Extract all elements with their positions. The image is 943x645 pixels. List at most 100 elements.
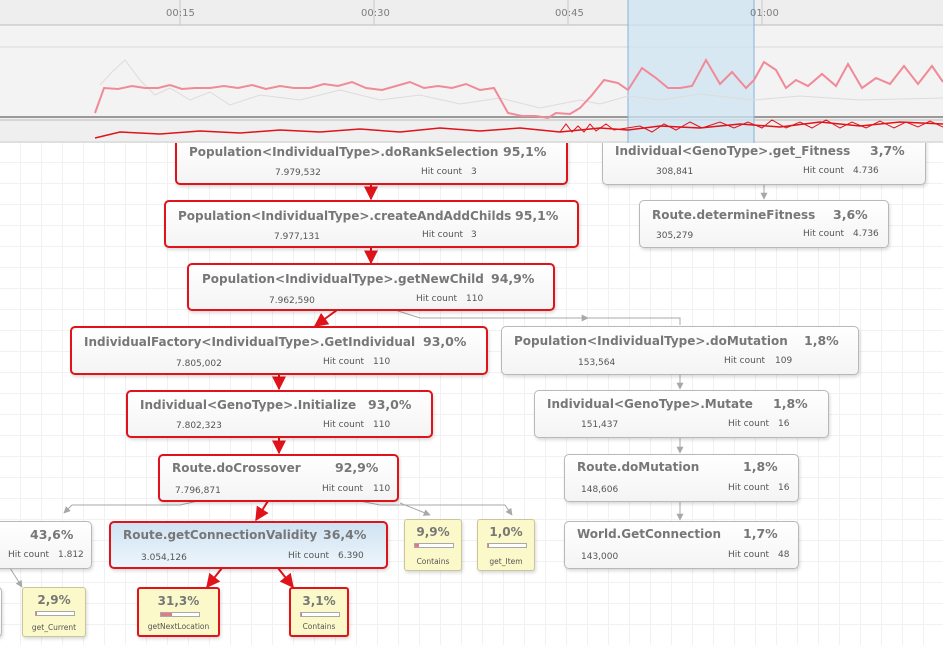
node-hit-label: Hit count: [416, 294, 458, 304]
tick-label-15: 00:15: [166, 8, 195, 19]
leaf-contains-bottom[interactable]: 3,1% Contains: [289, 587, 349, 637]
node-name: Route.getConnectionValidity: [123, 528, 318, 542]
node-percent: 3,6%: [833, 207, 868, 222]
leaf-label: get_Current: [31, 623, 77, 632]
node-hit-count: 48: [778, 550, 790, 560]
leaf-get-item[interactable]: 1,0% get_Item: [477, 519, 535, 571]
node-percent: 1,8%: [743, 459, 778, 474]
node-mutate[interactable]: Individual<GenoType>.Mutate 1,8% 151,437…: [534, 390, 829, 438]
node-time: 151,437: [581, 420, 619, 430]
node-percent: 93,0%: [368, 397, 412, 412]
leaf-get-current[interactable]: 2,9% get_Current: [22, 587, 86, 637]
time-selection-range: [628, 0, 754, 143]
node-population-do-mutation[interactable]: Population<IndividualType>.doMutation 1,…: [501, 326, 859, 375]
node-hit-label: Hit count: [728, 419, 770, 429]
node-time: 7.977,131: [274, 232, 320, 242]
node-time: 7.796,871: [175, 486, 221, 496]
leaf-percent: 3,1%: [302, 594, 336, 608]
cpu-sparkline: [94, 57, 943, 120]
node-hit-count: 6.390: [338, 551, 364, 561]
node-get-fitness[interactable]: Individual<GenoType>.get_Fitness 3,7% 30…: [602, 143, 926, 185]
node-percent: 92,9%: [335, 460, 379, 475]
node-hit-count: 4.736: [853, 166, 879, 176]
leaf-percent: 2,9%: [37, 593, 71, 607]
node-hit-label: Hit count: [323, 420, 365, 430]
node-time: 7.805,002: [176, 359, 222, 369]
node-hit-count: 3: [471, 230, 477, 240]
node-name: Route.doCrossover: [172, 461, 301, 475]
leaf-percent: 1,0%: [489, 525, 523, 539]
node-partial-left[interactable]: 43,6% Hit count 1.812: [0, 521, 92, 569]
tick-label-45: 00:45: [555, 8, 584, 19]
node-time: 143,000: [581, 552, 619, 562]
tick-label-60: 01:00: [750, 8, 779, 19]
node-percent: 3,7%: [870, 143, 905, 158]
leaf-bar: [414, 543, 454, 548]
node-hit-label: Hit count: [288, 551, 330, 561]
node-percent: 94,9%: [491, 271, 535, 286]
leaf-contains-top[interactable]: 9,9% Contains: [404, 519, 462, 571]
node-get-new-child[interactable]: Population<IndividualType>.getNewChild 9…: [187, 263, 555, 311]
leaf-bar-fill: [36, 612, 38, 615]
node-percent: 36,4%: [323, 527, 367, 542]
node-hit-count: 109: [775, 356, 793, 366]
node-percent: 95,1%: [503, 144, 547, 159]
node-time: 7.979,532: [275, 168, 321, 178]
threads-spikes: [559, 119, 943, 133]
tick-label-30: 00:30: [361, 8, 390, 19]
call-graph-canvas[interactable]: Population<IndividualType>.doRankSelecti…: [0, 143, 943, 645]
leaf-bar: [300, 612, 340, 617]
leaf-bar: [487, 543, 527, 548]
node-determine-fitness[interactable]: Route.determineFitness 3,6% 305,279 Hit …: [639, 200, 889, 248]
node-time: 3.054,126: [141, 553, 187, 563]
node-do-rank-selection[interactable]: Population<IndividualType>.doRankSelecti…: [175, 143, 568, 185]
node-hit-label: Hit count: [323, 357, 365, 367]
node-percent: 95,1%: [515, 208, 559, 223]
node-time: 308,841: [656, 167, 694, 177]
timeline-panel[interactable]: 00:15 00:30 00:45 01:00: [0, 0, 943, 143]
node-time: 153,564: [578, 358, 616, 368]
node-hit-count: 3: [471, 167, 477, 177]
leaf-label: Contains: [416, 557, 450, 566]
leaf-get-next-location[interactable]: 31,3% getNextLocation: [137, 587, 220, 637]
node-hit-label: Hit count: [421, 167, 463, 177]
node-name: Population<IndividualType>.doRankSelecti…: [189, 145, 499, 159]
timeline-chart: [0, 0, 943, 143]
node-partial-bottom-left[interactable]: [0, 587, 2, 637]
node-time: 7.802,323: [176, 421, 222, 431]
cpu-sparkline-grey: [99, 59, 943, 109]
node-percent: 1,8%: [804, 333, 839, 348]
node-get-connection-validity[interactable]: Route.getConnectionValidity 36,4% 3.054,…: [109, 521, 388, 569]
call-graph-edges: [9, 184, 768, 589]
leaf-bar: [35, 611, 75, 616]
node-percent: 93,0%: [423, 334, 467, 349]
node-percent: 1,8%: [773, 396, 808, 411]
leaf-percent: 31,3%: [157, 594, 200, 608]
tick-marks: [179, 0, 763, 25]
node-time: 305,279: [656, 231, 694, 241]
leaf-label: get_Item: [489, 557, 523, 566]
node-initialize[interactable]: Individual<GenoType>.Initialize 93,0% 7.…: [126, 390, 433, 438]
leaf-bar: [159, 612, 200, 617]
node-get-connection[interactable]: World.GetConnection 1,7% 143,000 Hit cou…: [564, 521, 799, 569]
leaf-bar-fill: [488, 544, 489, 547]
node-hit-count: 16: [778, 483, 790, 493]
node-percent: 1,7%: [743, 526, 778, 541]
node-hit-count: 110: [373, 357, 391, 367]
node-create-and-add-childs[interactable]: Population<IndividualType>.createAndAddC…: [164, 200, 579, 248]
node-hit-label: Hit count: [803, 166, 845, 176]
node-name: Individual<GenoType>.get_Fitness: [615, 144, 851, 158]
node-name: Population<IndividualType>.getNewChild: [202, 272, 484, 286]
node-hit-count: 1.812: [58, 550, 84, 560]
node-get-individual[interactable]: IndividualFactory<IndividualType>.GetInd…: [70, 326, 488, 375]
node-hit-count: 4.736: [853, 229, 879, 239]
node-name: Population<IndividualType>.doMutation: [514, 334, 788, 348]
node-route-do-mutation[interactable]: Route.doMutation 1,8% 148,606 Hit count …: [564, 454, 799, 502]
node-hit-count: 16: [778, 419, 790, 429]
node-hit-label: Hit count: [422, 230, 464, 240]
leaf-label: getNextLocation: [147, 622, 210, 631]
node-do-crossover[interactable]: Route.doCrossover 92,9% 7.796,871 Hit co…: [158, 454, 399, 502]
node-hit-count: 110: [373, 420, 391, 430]
node-name: Route.determineFitness: [652, 208, 816, 222]
leaf-bar-fill: [301, 613, 303, 616]
